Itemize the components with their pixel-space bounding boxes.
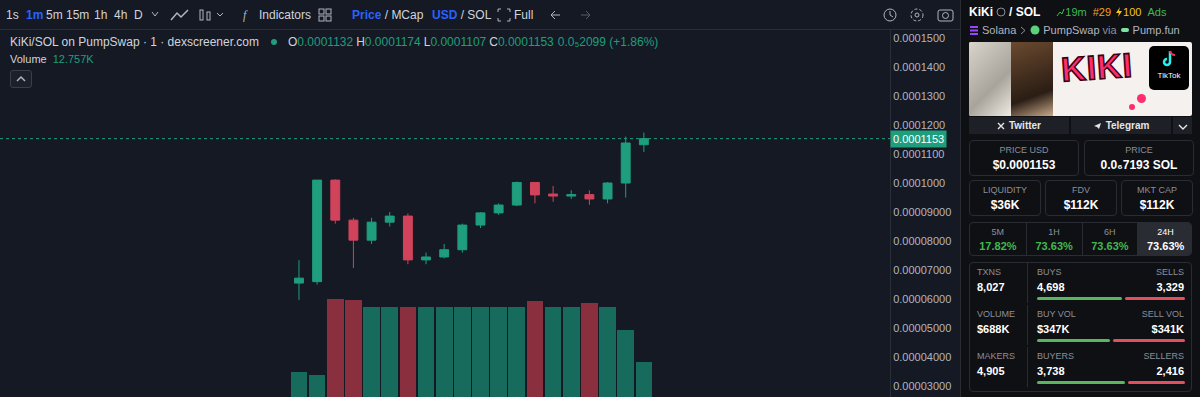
svg-text:0.0001000: 0.0001000	[893, 177, 945, 189]
html-text:6H: 6H	[1104, 227, 1116, 237]
html-text:12.757K: 12.757K	[52, 53, 94, 65]
html-text:$0.0001153: $0.0001153	[992, 158, 1056, 172]
svg-text:0.00008000: 0.00008000	[893, 235, 951, 247]
svg-text:0.00009000: 0.00009000	[893, 206, 951, 218]
html-text:Twitter: Twitter	[1009, 120, 1041, 131]
html-text:$36K: $36K	[990, 198, 1020, 212]
svg-text:0.0001300: 0.0001300	[893, 90, 945, 102]
html-text:4h: 4h	[114, 8, 128, 22]
html-text:0.0₆7193 SOL: 0.0₆7193 SOL	[1100, 158, 1178, 172]
html-text:1m 5m 15m 1h: 1m 5m 15m 1h	[26, 8, 108, 22]
svg-text:0.0001153: 0.0001153	[893, 133, 944, 145]
html-text:17.82%: 17.82%	[979, 240, 1017, 252]
html-text:4,905: 4,905	[977, 365, 1005, 377]
html-text:#29: #29	[1092, 6, 1112, 18]
svg-text:0.00005000: 0.00005000	[893, 322, 951, 334]
html-text:$341K: $341K	[1151, 323, 1184, 335]
html-text:1s: 1s	[6, 8, 19, 22]
html-text:BUYS: BUYS	[1037, 267, 1062, 277]
html-text:BUY VOL: BUY VOL	[1037, 309, 1076, 319]
html-text:O 0.0001132 H 0.0001174 L 0.00: O 0.0001132 H 0.0001174 L 0.0001107 C 0.…	[288, 35, 659, 49]
html-text:73.63%: 73.63%	[1035, 240, 1073, 252]
html-text:SELL VOL: SELL VOL	[1141, 309, 1184, 319]
html-text:4,698: 4,698	[1037, 281, 1065, 293]
html-text:PRICE USD: PRICE USD	[999, 145, 1049, 155]
html-text:KIKI: KIKI	[1059, 45, 1135, 89]
html-text:Price / MCap: Price / MCap	[352, 8, 424, 22]
svg-text:0.00006000: 0.00006000	[893, 293, 951, 305]
html-text:3,738: 3,738	[1037, 365, 1065, 377]
html-text:Telegram: Telegram	[1105, 120, 1150, 131]
html-text:LIQUIDITY: LIQUIDITY	[983, 185, 1027, 195]
html-text:MKT CAP: MKT CAP	[1137, 185, 1177, 195]
html-text:Indicators: Indicators	[259, 8, 311, 22]
html-text:KiKi/SOL on PumpSwap · 1 · dex: KiKi/SOL on PumpSwap · 1 · dexscreener.c…	[10, 35, 259, 49]
html-text:Full: Full	[514, 8, 534, 22]
html-text:PRICE: PRICE	[1125, 145, 1153, 155]
html-text:PumpSwap via: PumpSwap via	[1043, 24, 1117, 36]
html-text:D: D	[134, 8, 143, 22]
html-text:$112K: $112K	[1063, 198, 1099, 212]
html-text:/ SOL: / SOL	[1009, 5, 1041, 19]
svg-text:0.0001500: 0.0001500	[893, 32, 945, 44]
html-text:SELLS: SELLS	[1156, 267, 1184, 277]
svg-text:f: f	[243, 8, 248, 22]
html-text:2,416: 2,416	[1156, 365, 1184, 377]
html-text:TXNS: TXNS	[977, 267, 1001, 277]
html-text:3,329: 3,329	[1156, 281, 1184, 293]
html-text:5M: 5M	[991, 227, 1005, 237]
html-text:$347K: $347K	[1037, 323, 1070, 335]
html-text:24H: 24H	[1157, 227, 1174, 237]
html-text:$112K: $112K	[1139, 198, 1175, 212]
html-text:Ads: Ads	[1147, 6, 1167, 18]
html-text:KiKi: KiKi	[969, 5, 993, 19]
svg-text:0.0001200: 0.0001200	[893, 119, 945, 131]
svg-text:0.00007000: 0.00007000	[893, 264, 951, 276]
svg-text:0.0001400: 0.0001400	[893, 61, 945, 73]
html-text:TikTok: TikTok	[1157, 71, 1181, 80]
html-text:FDV: FDV	[1072, 185, 1090, 195]
html-text:73.63%: 73.63%	[1147, 240, 1185, 252]
html-text:VOLUME: VOLUME	[977, 309, 1015, 319]
html-text:$688K: $688K	[977, 323, 1010, 335]
svg-text:0.00004000: 0.00004000	[893, 351, 951, 363]
html-text:SELLERS: SELLERS	[1143, 351, 1184, 361]
html-text:100: 100	[1123, 6, 1142, 18]
html-text:1H: 1H	[1048, 227, 1060, 237]
html-text:8,027: 8,027	[977, 281, 1005, 293]
html-text:MAKERS: MAKERS	[977, 351, 1015, 361]
html-text:BUYERS: BUYERS	[1037, 351, 1074, 361]
svg-text:0.00003000: 0.00003000	[893, 380, 951, 392]
svg-text:0.0001100: 0.0001100	[893, 148, 944, 160]
html-text:19m: 19m	[1065, 6, 1087, 18]
html-text:USD / SOL: USD / SOL	[432, 8, 492, 22]
html-text:Volume: Volume	[10, 53, 47, 65]
html-text:Pump.fun: Pump.fun	[1132, 24, 1180, 36]
html-text:Solana: Solana	[982, 24, 1017, 36]
html-text:73.63%: 73.63%	[1091, 240, 1129, 252]
